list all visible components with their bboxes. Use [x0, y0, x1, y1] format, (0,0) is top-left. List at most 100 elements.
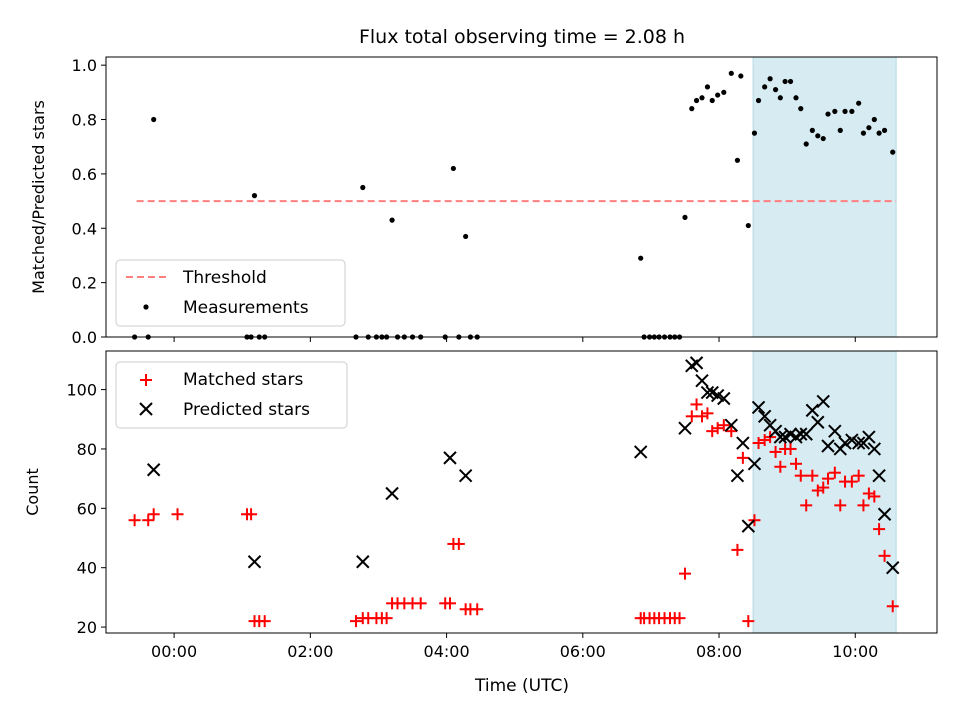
- predicted-star-point: [886, 560, 900, 575]
- measurement-point: [689, 106, 695, 112]
- measurement-point: [151, 116, 157, 123]
- matched-star-point: [817, 481, 830, 494]
- bottom-legend: Matched stars Predicted stars: [115, 361, 348, 429]
- y-tick-label: 0.4: [72, 219, 97, 238]
- matched-star-point: [414, 597, 427, 610]
- measurement-point: [772, 87, 779, 93]
- measurement-point: [709, 97, 715, 104]
- measurement-point: [360, 184, 366, 191]
- predicted-star-point: [747, 457, 762, 471]
- legend-predicted-swatch: [139, 402, 153, 416]
- matched-star-point: [443, 597, 456, 610]
- y-tick-label: 0.0: [72, 328, 97, 347]
- matched-star-point: [701, 407, 714, 420]
- highlight-span-bottom: [752, 350, 897, 634]
- predicted-star-point: [799, 427, 813, 441]
- y-tick-label: 80: [77, 440, 97, 459]
- measurement-point: [738, 73, 744, 79]
- predicted-star-point: [751, 400, 766, 415]
- predicted-star-point: [877, 507, 892, 521]
- matched-star-point: [845, 475, 858, 488]
- top-y-axis-ticks: 0.0 0.2 0.4 0.6 0.8 1.0: [72, 56, 106, 347]
- measurement-point: [881, 127, 888, 133]
- y-tick-label: 1.0: [72, 56, 97, 75]
- measurement-point: [782, 78, 788, 85]
- measurement-point: [463, 233, 469, 240]
- count-panel: 20 40 60 80 100 00:00 02:00 04:00 06:00 08:00 10:…: [23, 350, 938, 696]
- matched-star-point: [471, 603, 484, 616]
- measurement-point: [890, 149, 896, 155]
- measurement-point: [251, 193, 258, 199]
- measurement-point: [728, 70, 734, 76]
- matched-star-point: [822, 472, 835, 485]
- top-y-axis-label: Matched/Predicted stars: [29, 100, 48, 294]
- matched-star-point: [690, 398, 703, 411]
- measurement-point: [866, 125, 872, 131]
- matched-star-point: [717, 419, 730, 432]
- x-tick-label: 10:00: [832, 642, 878, 661]
- predicted-star-point: [736, 436, 750, 450]
- predicted-star-point: [443, 451, 457, 465]
- matched-star-point: [245, 508, 258, 521]
- matched-star-point: [736, 451, 749, 464]
- y-tick-label: 40: [77, 559, 97, 578]
- matched-star-point: [349, 615, 362, 628]
- measurement-point: [450, 165, 456, 172]
- matched-star-point: [748, 514, 761, 527]
- x-axis-label: Time (UTC): [474, 676, 569, 696]
- measurement-point: [755, 97, 762, 104]
- measurement-point: [876, 130, 882, 136]
- predicted-star-point: [724, 418, 739, 432]
- matched-star-point: [258, 615, 271, 628]
- predicted-star-point: [805, 403, 820, 418]
- predicted-star-point: [816, 394, 830, 409]
- matched-star-point: [769, 445, 782, 458]
- predicted-star-point: [717, 391, 731, 406]
- matched-star-point: [711, 422, 724, 435]
- legend-matched-label: Matched stars: [183, 370, 303, 390]
- matched-star-point: [886, 600, 899, 613]
- y-tick-label: 20: [77, 618, 97, 637]
- matched-star-point: [868, 490, 881, 503]
- matched-star-point: [862, 487, 875, 500]
- measurement-point: [793, 95, 799, 101]
- predicted-star-point: [458, 468, 473, 483]
- predicted-star-point: [773, 430, 788, 444]
- predicted-star-point: [845, 433, 859, 447]
- matched-star-point: [142, 514, 155, 527]
- predicted-star-points: [146, 356, 900, 575]
- measurement-point: [777, 95, 783, 101]
- predicted-star-point: [757, 409, 772, 424]
- matched-star-point: [742, 615, 755, 628]
- measurement-point: [721, 89, 727, 95]
- x-tick-label: 08:00: [696, 642, 742, 661]
- measurement-point: [820, 135, 826, 142]
- legend-measurements-label: Measurements: [183, 298, 309, 318]
- bottom-legend-box: [115, 361, 348, 429]
- ratio-panel: 0.0 0.2 0.4 0.6 0.8 1.0 Flux total observing …: [29, 26, 938, 347]
- y-tick-label: 60: [77, 499, 97, 518]
- legend-matched-swatch: [140, 374, 152, 386]
- matched-star-point: [878, 549, 891, 562]
- y-tick-label: 0.8: [72, 111, 97, 130]
- measurement-point: [787, 78, 794, 85]
- top-x-axis-ticks: [173, 337, 856, 342]
- top-legend-box: [115, 259, 346, 327]
- matched-star-points: [128, 398, 899, 628]
- matched-star-point: [790, 457, 803, 470]
- top-axes-frame: [105, 56, 938, 338]
- chart-title: Flux total observing time = 2.08 h: [359, 26, 685, 48]
- highlight-span-top: [752, 56, 897, 338]
- bottom-y-axis-ticks: 20 40 60 80 100: [66, 381, 106, 637]
- matched-star-point: [128, 514, 141, 527]
- matched-star-point: [784, 442, 797, 455]
- x-tick-label: 04:00: [424, 642, 470, 661]
- measurement-point: [860, 130, 867, 136]
- y-tick-label: 100: [66, 381, 97, 400]
- matched-star-point: [452, 537, 465, 550]
- predicted-star-point: [811, 415, 825, 429]
- measurement-point: [699, 95, 705, 101]
- measurement-point: [693, 97, 700, 104]
- measurement-point: [745, 222, 751, 229]
- predicted-star-point: [356, 555, 370, 569]
